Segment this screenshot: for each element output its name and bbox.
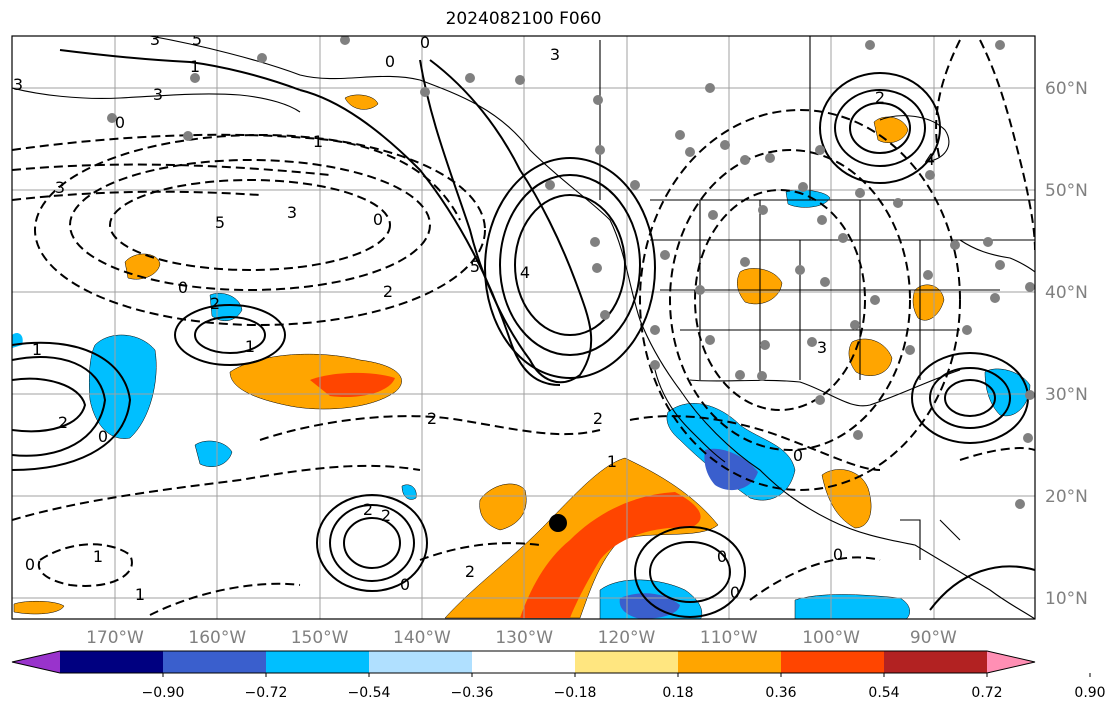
longitude-label: 130°W	[495, 628, 553, 648]
contour-label: 4	[520, 263, 530, 282]
colorbar-segment	[266, 651, 370, 673]
contour-label: 0	[178, 278, 188, 297]
shaded-positive-regions	[13, 94, 945, 619]
contour-label: 0	[793, 446, 803, 465]
contour-label: 2	[381, 506, 391, 525]
contour-label: 0	[717, 547, 727, 566]
contour-label: 0	[385, 52, 395, 71]
longitude-label: 170°W	[86, 628, 144, 648]
colorbar-segment	[369, 651, 473, 673]
storm-center-marker	[549, 514, 567, 532]
colorbar-tick-label: 0.72	[971, 685, 1002, 701]
contour-label: 0	[400, 575, 410, 594]
longitude-label: 120°W	[598, 628, 656, 648]
station-dots	[107, 36, 1035, 509]
latitude-label: 60°N	[1045, 79, 1088, 99]
contour-label: 0	[730, 583, 740, 602]
latitude-label: 50°N	[1045, 181, 1088, 201]
longitude-labels: 170°W 160°W 150°W 140°W 130°W 120°W 110°W 100°W…	[86, 628, 957, 648]
contour-label: 3	[150, 30, 160, 49]
contour-label: 1	[135, 585, 145, 604]
colorbar-segment	[781, 651, 885, 673]
colorbar-tick-label: 0.36	[765, 685, 796, 701]
colorbar-tick-label: −0.90	[142, 685, 185, 701]
contour-label: 2	[593, 409, 603, 428]
contour-label: 2	[465, 562, 475, 581]
contour-label: 5	[215, 213, 225, 232]
contour-label: 1	[607, 452, 617, 471]
latitude-label: 10°N	[1045, 589, 1088, 609]
colorbar-segment	[60, 651, 164, 673]
colorbar	[11, 650, 1036, 674]
contour-label: 3	[550, 45, 560, 64]
solid-contours	[12, 49, 1035, 618]
dashed-contours	[12, 39, 1035, 616]
colorbar-extension-low	[12, 651, 60, 673]
contour-label: 0	[420, 33, 430, 52]
contour-label: 0	[115, 113, 125, 132]
longitude-label: 160°W	[188, 628, 246, 648]
colorbar-segment	[575, 651, 679, 673]
contour-label: 2	[427, 409, 437, 428]
contour-label: 1	[313, 132, 323, 151]
colorbar-outline	[11, 650, 1036, 674]
contour-label: 2	[58, 413, 68, 432]
contour-label: 1	[190, 57, 200, 76]
contour-label: 4	[925, 150, 935, 169]
colorbar-tick-label: 0.90	[1074, 685, 1105, 701]
contour-label: 1	[245, 337, 255, 356]
colorbar-tick-label: −0.18	[554, 685, 597, 701]
longitude-label: 100°W	[802, 628, 860, 648]
colorbar-segment	[472, 651, 576, 673]
contour-label: 0	[25, 555, 35, 574]
longitude-label: 150°W	[291, 628, 349, 648]
colorbar-segment	[884, 651, 988, 673]
contour-label: 1	[32, 340, 42, 359]
graticule	[12, 36, 1035, 619]
contour-label: 0	[373, 210, 383, 229]
map-frame	[11, 35, 1036, 620]
latitude-label: 40°N	[1045, 283, 1088, 303]
colorbar-tick-label: −0.36	[451, 685, 494, 701]
contour-label: 5	[192, 30, 202, 49]
contour-label: 3	[55, 178, 65, 197]
colorbar-extension-high	[987, 651, 1035, 673]
latitude-labels: 10°N 20°N 30°N 40°N 50°N 60°N	[1045, 79, 1088, 609]
contour-label: 2	[383, 282, 393, 301]
colorbar-segment	[678, 651, 782, 673]
contour-label: 0	[833, 545, 843, 564]
map-title: 2024082100 F060	[445, 9, 602, 29]
latitude-label: 20°N	[1045, 487, 1088, 507]
contour-label: 3	[13, 75, 23, 94]
longitude-label: 90°W	[910, 628, 957, 648]
longitude-label: 110°W	[700, 628, 758, 648]
contour-label: 3	[287, 203, 297, 222]
contour-label: 2	[875, 88, 885, 107]
contour-label: 2	[210, 294, 220, 313]
contour-label: 1	[93, 547, 103, 566]
longitude-label: 140°W	[393, 628, 451, 648]
colorbar-tick-labels: −0.90 −0.72 −0.54 −0.36 −0.18 0.18 0.36 0.54 0.7…	[142, 673, 1105, 701]
contour-label: 2	[363, 500, 373, 519]
colorbar-segment	[163, 651, 267, 673]
contour-label: 5	[470, 257, 480, 276]
contour-label: 3	[153, 85, 163, 104]
colorbar-tick-label: −0.54	[348, 685, 391, 701]
latitude-label: 30°N	[1045, 385, 1088, 405]
contour-label: 3	[817, 338, 827, 357]
colorbar-tick-label: 0.54	[868, 685, 899, 701]
colorbar-tick-label: 0.18	[662, 685, 693, 701]
contour-label: 0	[98, 427, 108, 446]
colorbar-tick-label: −0.72	[245, 685, 288, 701]
